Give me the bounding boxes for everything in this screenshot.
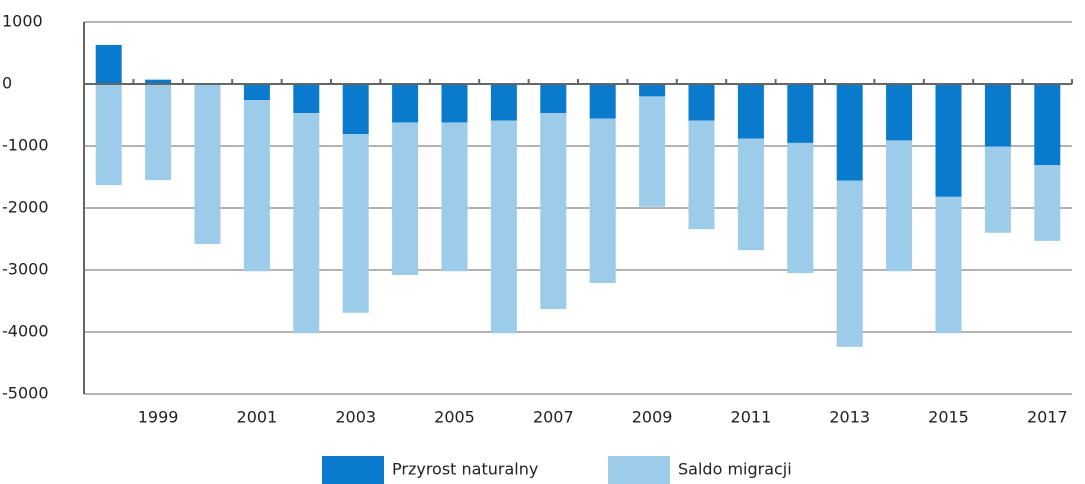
bar xyxy=(145,84,172,181)
bar xyxy=(243,84,270,101)
bar xyxy=(688,84,715,121)
legend-swatch xyxy=(608,456,670,484)
bar xyxy=(787,84,814,143)
x-tick-label: 2007 xyxy=(533,408,574,427)
x-tick-label: 2015 xyxy=(928,408,969,427)
bar xyxy=(737,138,764,251)
y-tick-label: -2000 xyxy=(2,198,49,217)
bar xyxy=(886,84,913,141)
x-tick-label: 2001 xyxy=(237,408,278,427)
bar xyxy=(392,122,419,275)
bar xyxy=(688,120,715,230)
bar xyxy=(836,84,863,181)
bar xyxy=(886,140,913,272)
y-tick-label: -4000 xyxy=(2,322,49,341)
bar xyxy=(293,113,320,334)
bar xyxy=(737,84,764,139)
bar xyxy=(392,84,419,123)
bar xyxy=(490,120,517,334)
legend-label: Saldo migracji xyxy=(678,460,792,479)
bar xyxy=(342,134,369,313)
y-tick-label: -1000 xyxy=(2,136,49,155)
bar xyxy=(243,100,270,272)
bar xyxy=(145,79,172,84)
bar xyxy=(984,146,1011,233)
bar xyxy=(293,84,320,114)
y-tick-label: 1000 xyxy=(2,12,43,31)
bar xyxy=(441,84,468,123)
bar xyxy=(95,44,122,84)
bar xyxy=(639,84,666,97)
bar xyxy=(836,180,863,347)
bar xyxy=(589,84,616,119)
x-tick-label: 2005 xyxy=(434,408,475,427)
bar xyxy=(95,84,122,186)
bar xyxy=(639,96,666,207)
bar xyxy=(540,84,567,114)
bar xyxy=(194,84,221,244)
bar xyxy=(935,84,962,197)
x-tick-label: 2011 xyxy=(731,408,772,427)
y-tick-label: 0 xyxy=(2,74,12,93)
bar xyxy=(540,113,567,310)
y-tick-label: -3000 xyxy=(2,260,49,279)
legend-label: Przyrost naturalny xyxy=(392,460,538,479)
x-tick-label: 2009 xyxy=(632,408,673,427)
bar xyxy=(441,122,468,272)
bar xyxy=(1034,84,1061,166)
x-tick-label: 2003 xyxy=(335,408,376,427)
x-tick-label: 1999 xyxy=(138,408,179,427)
x-tick-label: 2017 xyxy=(1027,408,1068,427)
bar xyxy=(787,142,814,274)
y-tick-label: -5000 xyxy=(2,384,49,403)
bar xyxy=(342,84,369,135)
bar xyxy=(1034,165,1061,241)
legend-swatch xyxy=(322,456,384,484)
bar xyxy=(589,118,616,284)
bar xyxy=(490,84,517,121)
bar xyxy=(935,196,962,334)
bar xyxy=(984,84,1011,147)
x-tick-label: 2013 xyxy=(829,408,870,427)
